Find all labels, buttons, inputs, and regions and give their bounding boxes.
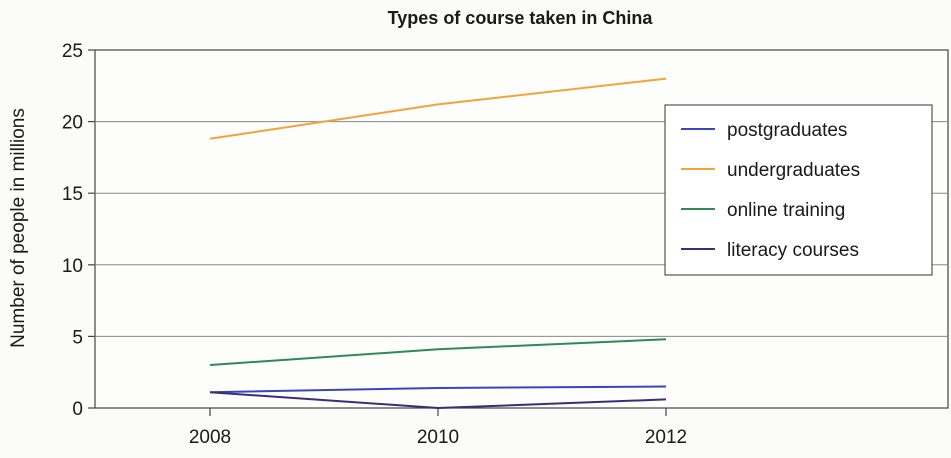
series-line-postgraduates [209,385,667,394]
series-line-literacy-courses [209,391,667,409]
y-tick-label: 5 [72,327,83,348]
y-tick-label: 0 [72,399,83,420]
y-tick-label: 15 [62,184,83,205]
y-axis-label: Number of people in millions [8,108,29,348]
legend-box [664,104,933,276]
legend-label-literacy-courses: literacy courses [727,240,859,261]
y-axis: 0 5 10 15 20 25 [62,41,95,420]
x-axis: 2008 2010 2012 [189,408,687,448]
x-tick-label: 2008 [189,427,231,448]
legend-label-online-training: online training [727,200,845,221]
x-tick-label: 2010 [417,427,459,448]
y-tick-label: 20 [62,113,83,134]
series-line-online-training [209,338,667,366]
x-tick-label: 2012 [645,427,687,448]
chart-title: Types of course taken in China [388,8,654,28]
legend-label-undergraduates: undergraduates [727,160,860,181]
series-lines [209,77,667,409]
y-tick-label: 25 [62,41,83,62]
series-line-undergraduates [209,77,667,140]
y-tick-label: 10 [62,256,83,277]
legend-label-postgraduates: postgraduates [727,120,847,141]
legend: postgraduates undergraduates online traini… [664,104,933,276]
